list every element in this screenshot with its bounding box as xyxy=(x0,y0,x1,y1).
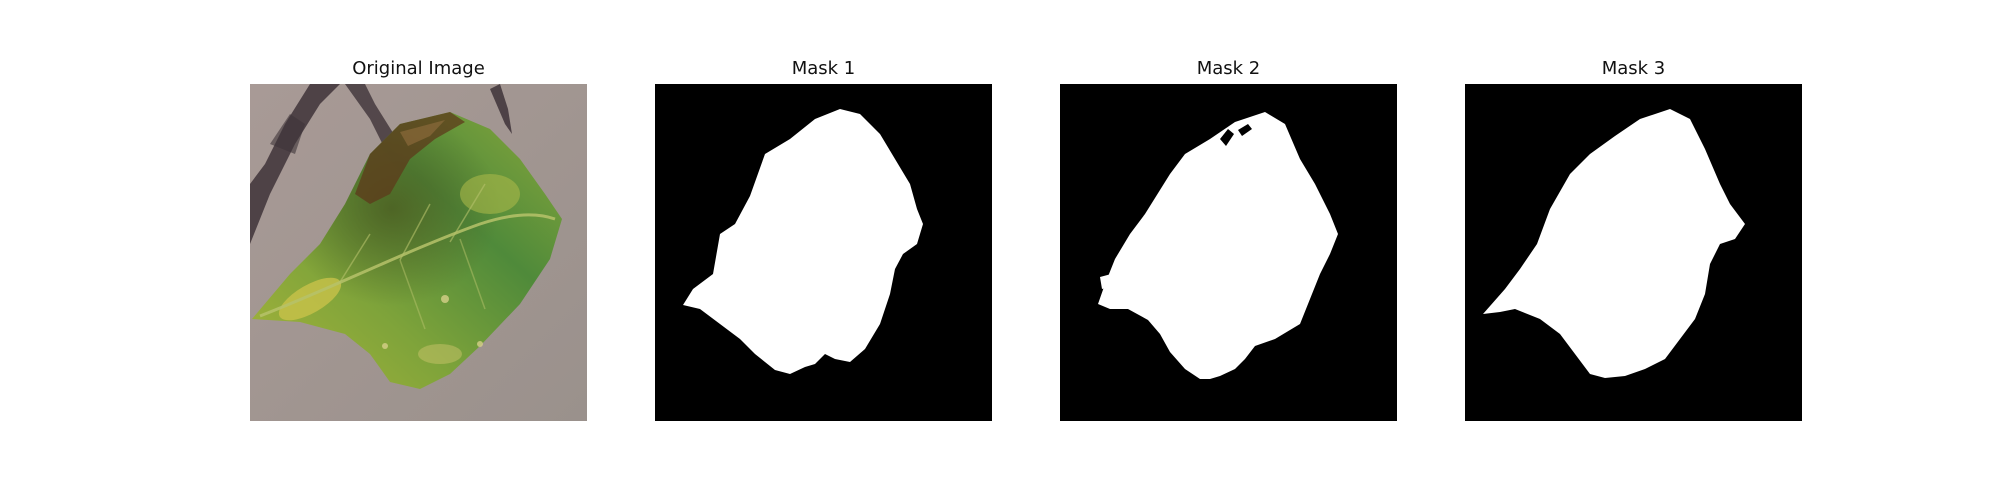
segmentation-mask xyxy=(655,84,992,421)
panel-title: Original Image xyxy=(352,58,485,79)
leaf-photo xyxy=(250,84,587,421)
panel-title: Mask 3 xyxy=(1601,58,1666,79)
panel-title: Mask 2 xyxy=(1196,58,1261,79)
segmentation-mask xyxy=(1060,84,1397,421)
panel-title: Mask 1 xyxy=(791,58,856,79)
segmentation-mask xyxy=(1465,84,1802,421)
